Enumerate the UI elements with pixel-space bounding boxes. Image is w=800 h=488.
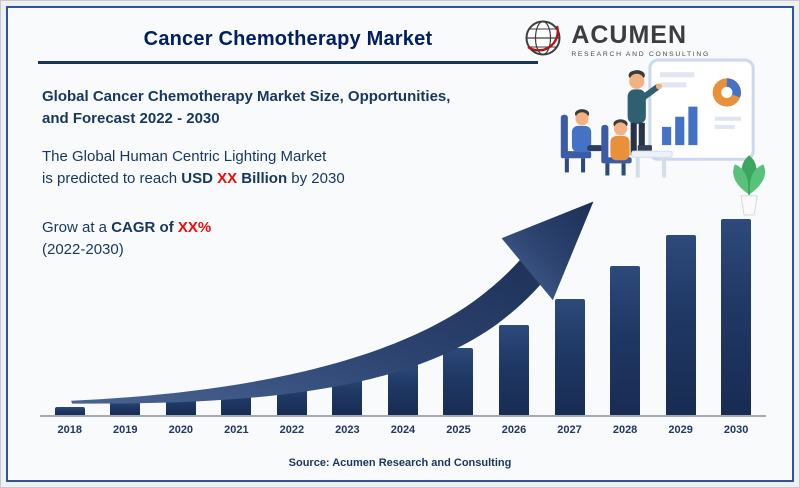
bar-2022 bbox=[276, 382, 307, 415]
bar-cell-2028 bbox=[597, 266, 653, 415]
whiteboard-icon bbox=[648, 58, 755, 161]
market-description: The Global Human Centric Lighting Market… bbox=[42, 146, 534, 191]
x-axis-labels: 2018 2019 2020 2021 2022 2023 2024 2025 2026 2027… bbox=[40, 424, 766, 436]
plant-icon bbox=[733, 155, 766, 216]
logo-brand: ACUMEN bbox=[571, 21, 688, 49]
bar-2018 bbox=[54, 407, 85, 415]
market-subtitle: Global Cancer Chemotherapy Market Size, … bbox=[42, 86, 534, 130]
cagr-prefix: Grow at a bbox=[42, 218, 112, 236]
description-value: USD XX Billion bbox=[181, 170, 287, 187]
desk-icon bbox=[631, 145, 673, 178]
globe-icon bbox=[523, 18, 563, 63]
x-tick-2022: 2022 bbox=[279, 424, 305, 436]
page-title: Cancer Chemotherapy Market bbox=[143, 28, 433, 50]
bar-2020 bbox=[165, 395, 196, 415]
title-underline bbox=[38, 61, 538, 64]
x-tick-2019: 2019 bbox=[113, 424, 138, 436]
bar-cell-2019 bbox=[98, 401, 154, 415]
billion-label: Billion bbox=[237, 170, 288, 187]
bar-2025 bbox=[443, 348, 474, 415]
x-tick-2026: 2026 bbox=[501, 424, 527, 436]
subtitle-line2: and Forecast 2022 - 2030 bbox=[42, 109, 220, 127]
subtitle-line1: Global Cancer Chemotherapy Market Size, … bbox=[42, 88, 451, 105]
bar-2030 bbox=[721, 219, 752, 415]
x-tick-2023: 2023 bbox=[335, 424, 360, 436]
presentation-illustration bbox=[560, 58, 766, 216]
bar-2028 bbox=[610, 266, 641, 415]
bar-cell-2022 bbox=[264, 382, 320, 415]
x-tick-2025: 2025 bbox=[446, 424, 471, 436]
bar-2029 bbox=[665, 235, 696, 415]
x-tick-2018: 2018 bbox=[57, 424, 82, 436]
bar-cell-2023 bbox=[320, 374, 376, 415]
xx-billion-placeholder: XX bbox=[217, 170, 238, 187]
cagr-label: CAGR of bbox=[111, 218, 178, 236]
x-tick-2029: 2029 bbox=[668, 424, 693, 436]
infographic-inner-border: Cancer Chemotherapy Market Global Cancer… bbox=[6, 6, 794, 482]
x-tick-2021: 2021 bbox=[224, 424, 249, 436]
usd-label: USD bbox=[181, 170, 218, 187]
bar-cell-2025 bbox=[431, 348, 487, 415]
x-tick-2020: 2020 bbox=[168, 424, 194, 436]
x-tick-2028: 2028 bbox=[612, 424, 638, 436]
description-line1: The Global Human Centric Lighting Market bbox=[42, 147, 327, 165]
logo-tagline: RESEARCH AND CONSULTING bbox=[571, 51, 710, 58]
description-prefix: is predicted to reach bbox=[42, 170, 182, 187]
bar-cell-2018 bbox=[42, 407, 98, 415]
logo-text: ACUMEN RESEARCH AND CONSULTING bbox=[571, 21, 710, 59]
x-axis-line bbox=[40, 415, 766, 417]
bar-cell-2024 bbox=[375, 364, 431, 415]
bars-row bbox=[40, 219, 766, 415]
bar-2019 bbox=[110, 401, 141, 415]
bar-cell-2027 bbox=[542, 299, 598, 415]
bar-chart: 2018 2019 2020 2021 2022 2023 2024 2025 2026 2027… bbox=[40, 219, 766, 436]
bar-cell-2029 bbox=[653, 235, 709, 415]
seated-person-orange-icon bbox=[601, 119, 632, 176]
bar-2021 bbox=[221, 388, 252, 415]
bar-2027 bbox=[554, 299, 585, 415]
cagr-xx-placeholder: XX% bbox=[177, 218, 212, 236]
bar-2024 bbox=[387, 364, 418, 415]
description-suffix: by 2030 bbox=[287, 170, 345, 187]
bar-cell-2020 bbox=[153, 395, 209, 415]
seated-person-blue-icon bbox=[560, 109, 604, 173]
x-tick-2024: 2024 bbox=[390, 424, 416, 436]
acumen-logo: ACUMEN RESEARCH AND CONSULTING bbox=[523, 18, 710, 63]
bar-2023 bbox=[332, 374, 363, 415]
x-tick-2027: 2027 bbox=[557, 424, 582, 436]
source-caption: Source: Acumen Research and Consulting bbox=[288, 457, 512, 469]
presenter-icon bbox=[627, 70, 663, 156]
x-tick-2030: 2030 bbox=[723, 424, 749, 436]
cagr-bold: CAGR of XX% bbox=[111, 219, 211, 236]
bar-cell-2021 bbox=[209, 388, 265, 415]
bar-2026 bbox=[499, 325, 530, 415]
bar-cell-2026 bbox=[486, 325, 542, 415]
bar-cell-2030 bbox=[708, 219, 764, 415]
